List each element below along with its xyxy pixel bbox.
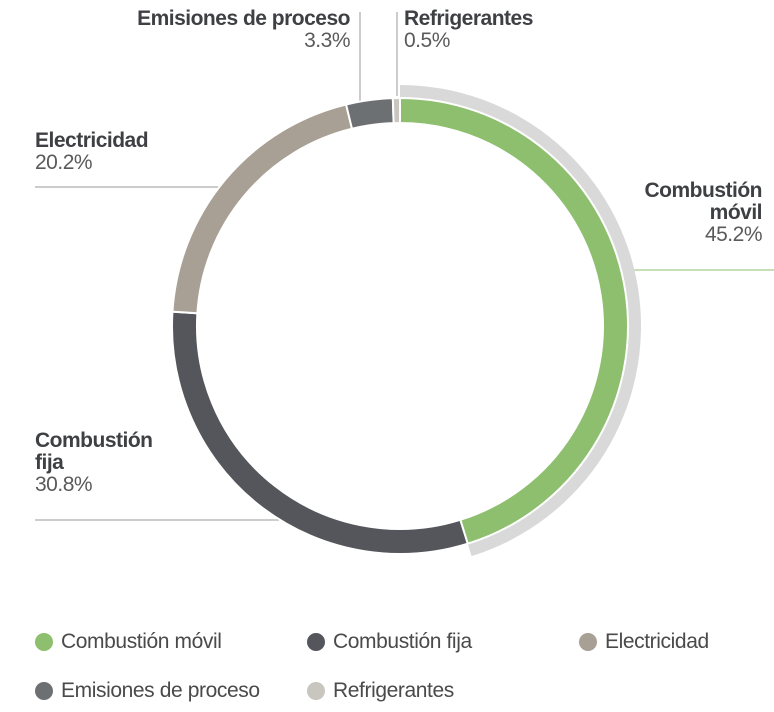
slice bbox=[171, 310, 469, 555]
slice-value: 3.3% bbox=[304, 29, 350, 52]
legend-label: Combustión fija bbox=[333, 630, 472, 653]
slice-label: Emisiones de proceso 3.3% bbox=[30, 8, 350, 52]
slice-label: Refrigerantes 0.5% bbox=[404, 8, 604, 52]
slice-label: Combustión móvil 45.2% bbox=[612, 179, 763, 246]
slice-name: Combustión fija bbox=[35, 429, 153, 474]
slice-value: 30.8% bbox=[35, 473, 93, 496]
legend-label: Refrigerantes bbox=[333, 679, 454, 702]
slice-label: Electricidad 20.2% bbox=[35, 130, 285, 174]
slice bbox=[399, 96, 629, 545]
slice-name: Refrigerantes bbox=[404, 7, 533, 30]
slice-name: Combustión móvil bbox=[644, 179, 763, 224]
legend-item: Combustión móvil bbox=[35, 630, 222, 654]
legend-swatch bbox=[579, 633, 597, 651]
legend-swatch bbox=[307, 682, 325, 700]
slice-name: Emisiones de proceso bbox=[137, 7, 350, 30]
legend-swatch bbox=[35, 633, 53, 651]
slice-name: Electricidad bbox=[35, 129, 149, 152]
legend-swatch bbox=[307, 633, 325, 651]
slice bbox=[391, 96, 401, 125]
legend-label: Combustión móvil bbox=[61, 630, 222, 653]
legend-item: Emisiones de proceso bbox=[35, 679, 260, 703]
legend-item: Combustión fija bbox=[307, 630, 472, 654]
legend-swatch bbox=[35, 682, 53, 700]
legend-label: Electricidad bbox=[605, 630, 709, 653]
slice-value: 20.2% bbox=[35, 151, 93, 174]
slice bbox=[344, 97, 395, 130]
slice-value: 45.2% bbox=[704, 223, 763, 246]
slice-value: 0.5% bbox=[404, 29, 450, 52]
legend-item: Electricidad bbox=[579, 630, 709, 654]
slice-label: Combustión fija 30.8% bbox=[35, 430, 185, 496]
legend-label: Emisiones de proceso bbox=[61, 679, 260, 702]
legend-item: Refrigerantes bbox=[307, 679, 454, 703]
